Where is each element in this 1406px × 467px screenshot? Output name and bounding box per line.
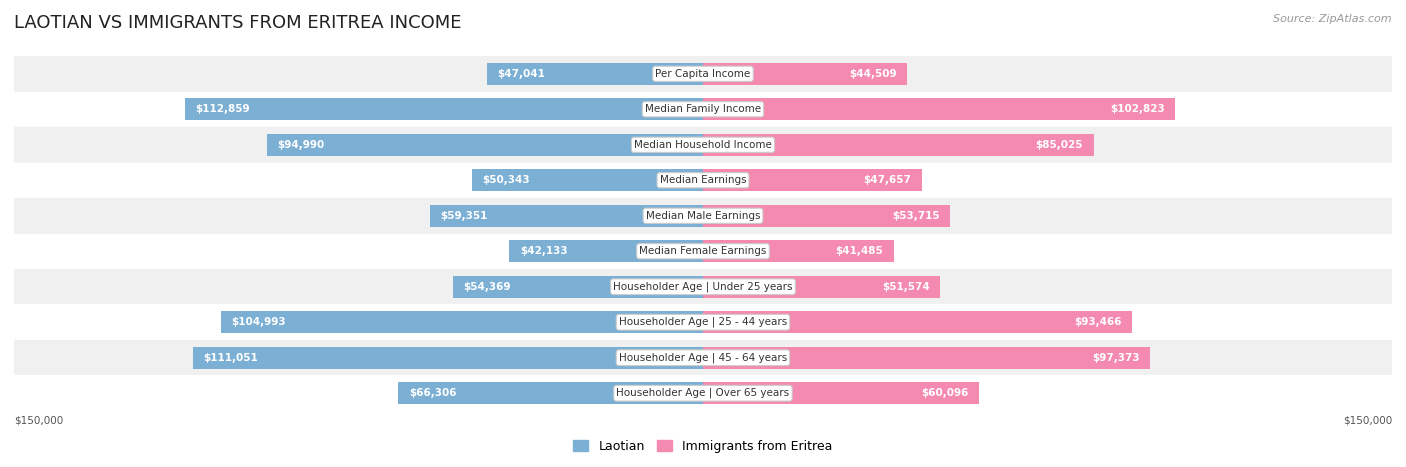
Text: $112,859: $112,859 (195, 104, 250, 114)
Bar (14, 127, 1392, 163)
Bar (14, 163, 1392, 198)
Text: $47,657: $47,657 (863, 175, 911, 185)
Bar (14, 92, 1392, 127)
Text: $102,823: $102,823 (1111, 104, 1166, 114)
Text: Median Female Earnings: Median Female Earnings (640, 246, 766, 256)
Text: Median Family Income: Median Family Income (645, 104, 761, 114)
Text: $85,025: $85,025 (1036, 140, 1083, 150)
Text: Householder Age | 25 - 44 years: Householder Age | 25 - 44 years (619, 317, 787, 327)
Text: Householder Age | 45 - 64 years: Householder Age | 45 - 64 years (619, 353, 787, 363)
Text: Source: ZipAtlas.com: Source: ZipAtlas.com (1274, 14, 1392, 24)
Bar (486, 63, 703, 85)
Text: $41,485: $41,485 (835, 246, 883, 256)
Text: $111,051: $111,051 (204, 353, 259, 363)
Bar (703, 169, 922, 191)
Bar (703, 276, 939, 298)
Bar (14, 269, 1392, 304)
Text: $47,041: $47,041 (498, 69, 546, 79)
Text: $60,096: $60,096 (921, 388, 969, 398)
Text: $150,000: $150,000 (14, 415, 63, 425)
Bar (703, 240, 894, 262)
Bar (14, 56, 1392, 92)
Bar (430, 205, 703, 227)
Text: $150,000: $150,000 (1343, 415, 1392, 425)
Text: Householder Age | Over 65 years: Householder Age | Over 65 years (616, 388, 790, 398)
Bar (472, 169, 703, 191)
Text: Per Capita Income: Per Capita Income (655, 69, 751, 79)
Text: LAOTIAN VS IMMIGRANTS FROM ERITREA INCOME: LAOTIAN VS IMMIGRANTS FROM ERITREA INCOM… (14, 14, 461, 32)
Bar (193, 347, 703, 369)
Legend: Laotian, Immigrants from Eritrea: Laotian, Immigrants from Eritrea (568, 435, 838, 458)
Bar (703, 205, 949, 227)
Text: $42,133: $42,133 (520, 246, 568, 256)
Bar (14, 340, 1392, 375)
Bar (703, 382, 979, 404)
Text: $54,369: $54,369 (464, 282, 512, 292)
Bar (14, 234, 1392, 269)
Text: Householder Age | Under 25 years: Householder Age | Under 25 years (613, 282, 793, 292)
Text: $50,343: $50,343 (482, 175, 530, 185)
Bar (703, 98, 1175, 120)
Text: Median Male Earnings: Median Male Earnings (645, 211, 761, 221)
Text: $44,509: $44,509 (849, 69, 897, 79)
Text: $94,990: $94,990 (277, 140, 325, 150)
Bar (703, 347, 1150, 369)
Text: $66,306: $66,306 (409, 388, 457, 398)
Text: $93,466: $93,466 (1074, 317, 1122, 327)
Bar (184, 98, 703, 120)
Text: $51,574: $51,574 (882, 282, 929, 292)
Bar (703, 134, 1094, 156)
Bar (703, 311, 1132, 333)
Bar (14, 375, 1392, 411)
Bar (453, 276, 703, 298)
Bar (267, 134, 703, 156)
Text: Median Household Income: Median Household Income (634, 140, 772, 150)
Bar (398, 382, 703, 404)
Text: Median Earnings: Median Earnings (659, 175, 747, 185)
Bar (509, 240, 703, 262)
Bar (14, 198, 1392, 234)
Bar (221, 311, 703, 333)
Text: $59,351: $59,351 (440, 211, 488, 221)
Text: $53,715: $53,715 (891, 211, 939, 221)
Text: $104,993: $104,993 (231, 317, 285, 327)
Bar (703, 63, 907, 85)
Bar (14, 304, 1392, 340)
Text: $97,373: $97,373 (1092, 353, 1140, 363)
